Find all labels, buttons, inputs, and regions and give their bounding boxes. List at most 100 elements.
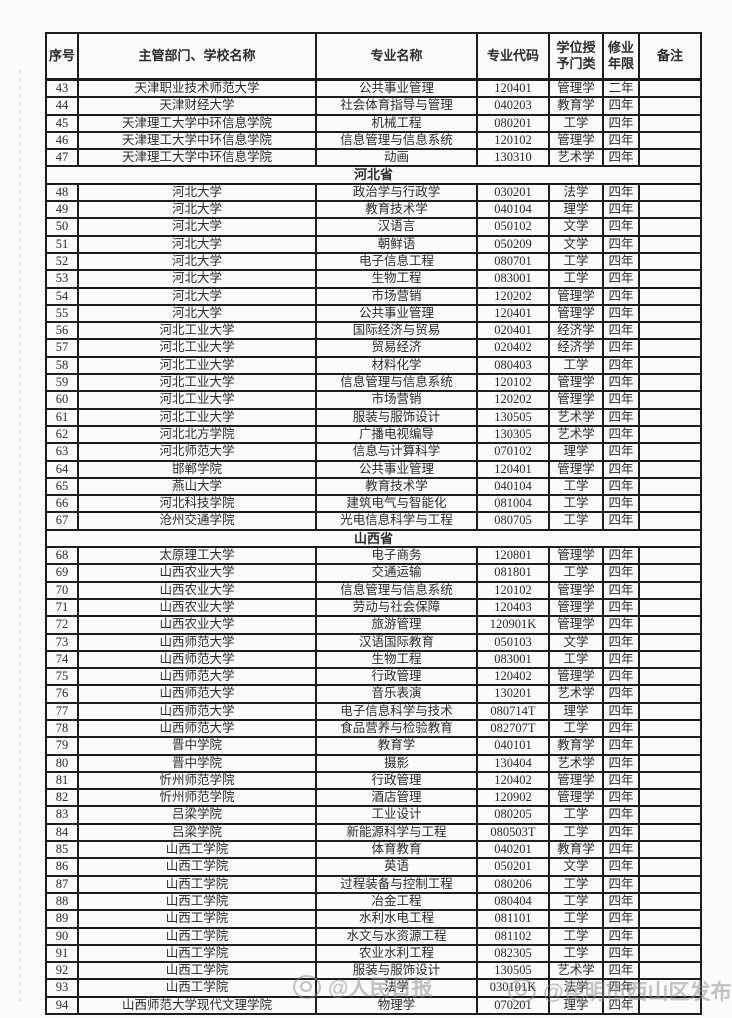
cell-degree: 工学: [548, 355, 604, 376]
column-header-school: 主管部门、学校名称: [77, 32, 317, 81]
cell-no: 76: [45, 684, 79, 704]
cell-years: 四年: [602, 217, 640, 237]
cell-degree: 工学: [548, 649, 604, 670]
cell-school: 河北大学: [77, 303, 317, 324]
cell-school: 河北大学: [77, 217, 317, 237]
cell-major: 食品营养与检验教育: [315, 718, 478, 739]
cell-major: 新能源科学与工程: [315, 822, 478, 843]
cell-code: 130505: [476, 961, 550, 981]
cell-note: [638, 476, 702, 497]
cell-years: 二年: [602, 78, 640, 99]
cell-code: 120102: [476, 373, 550, 393]
cell-school: 河北工业大学: [77, 390, 317, 410]
cell-major: 信息管理与信息系统: [315, 580, 478, 600]
cell-major: 交通运输: [315, 563, 478, 583]
cell-no: 66: [45, 494, 79, 514]
cell-code: 082305: [476, 943, 550, 964]
cell-major: 音乐表演: [315, 684, 478, 704]
cell-code: 080201: [476, 113, 550, 133]
cell-major: 公共事业管理: [315, 78, 478, 99]
cell-code: 083001: [476, 649, 550, 670]
cell-code: 050209: [476, 234, 550, 254]
cell-note: [638, 597, 702, 618]
scan-artifact-line: [19, 70, 21, 1005]
cell-school: 山西工学院: [77, 840, 317, 860]
cell-major: 行政管理: [315, 770, 478, 791]
cell-degree: 管理学: [548, 130, 604, 151]
table-row: 85 山西工学院 体育教育 040201 教育学 四年: [45, 840, 702, 860]
cell-code: 130201: [476, 684, 550, 704]
majors-table: 序号 主管部门、学校名称 专业名称 专业代码 学位授 予门类 修业 年限 备注 43 天津职业…: [45, 32, 702, 1016]
cell-no: 80: [45, 753, 79, 773]
cell-years: 四年: [602, 251, 640, 272]
weibo-icon-eye: [515, 985, 527, 996]
table-row: 84 吕梁学院 新能源科学与工程 080503T 工学 四年: [45, 822, 702, 843]
cell-note: [638, 632, 702, 652]
cell-school: 河北科技学院: [77, 494, 317, 514]
cell-no: 73: [45, 632, 79, 652]
table-header: 序号 主管部门、学校名称 专业名称 专业代码 学位授 予门类 修业 年限 备注: [45, 32, 702, 81]
cell-note: [638, 200, 702, 220]
cell-degree: 艺术学: [548, 148, 604, 168]
cell-note: [638, 649, 702, 670]
cell-major: 教育学: [315, 736, 478, 756]
cell-years: 四年: [602, 891, 640, 912]
cell-degree: 管理学: [548, 286, 604, 306]
table-row: 49 河北大学 教育技术学 040104 理学 四年: [45, 200, 702, 220]
cell-major: 市场营销: [315, 390, 478, 410]
cell-major: 工业设计: [315, 805, 478, 825]
weibo-icon-eye: [300, 981, 312, 992]
cell-major: 电子商务: [315, 545, 478, 566]
cell-no: 82: [45, 788, 79, 808]
cell-school: 天津理工大学中环信息学院: [77, 148, 317, 168]
cell-major: 水文与水资源工程: [315, 926, 478, 946]
cell-school: 山西工学院: [77, 891, 317, 912]
cell-degree: 管理学: [548, 545, 604, 566]
table-row: 91 山西工学院 农业水利工程 082305 工学 四年: [45, 943, 702, 964]
cell-major: 电子信息科学与技术: [315, 701, 478, 722]
cell-school: 山西师范大学: [77, 632, 317, 652]
cell-degree: 文学: [548, 234, 604, 254]
cell-major: 体育教育: [315, 840, 478, 860]
cell-degree: 工学: [548, 113, 604, 133]
cell-years: 四年: [602, 632, 640, 652]
table-row: 63 河北师范大学 信息与计算科学 070102 理学 四年: [45, 442, 702, 462]
cell-years: 四年: [602, 736, 640, 756]
cell-school: 沧州交通学院: [77, 511, 317, 531]
cell-years: 四年: [602, 200, 640, 220]
cell-code: 120801: [476, 545, 550, 566]
section-header-row: 河北省: [45, 165, 702, 185]
table-row: 45 天津理工大学中环信息学院 机械工程 080201 工学 四年: [45, 113, 702, 133]
table-row: 53 河北大学 生物工程 083001 工学 四年: [45, 269, 702, 289]
table-row: 81 忻州师范学院 行政管理 120402 管理学 四年: [45, 770, 702, 791]
cell-no: 68: [45, 545, 79, 566]
table-row: 62 河北北方学院 广播电视编导 130305 艺术学 四年: [45, 424, 702, 445]
table-row: 87 山西工学院 过程装备与控制工程 080206 工学 四年: [45, 874, 702, 894]
cell-years: 四年: [602, 770, 640, 791]
cell-degree: 经济学: [548, 321, 604, 341]
cell-major: 动画: [315, 148, 478, 168]
cell-no: 77: [45, 701, 79, 722]
cell-school: 山西师范大学: [77, 649, 317, 670]
cell-no: 84: [45, 822, 79, 843]
cell-no: 54: [45, 286, 79, 306]
table-row: 59 河北工业大学 信息管理与信息系统 120102 管理学 四年: [45, 373, 702, 393]
cell-no: 44: [45, 96, 79, 116]
cell-years: 四年: [602, 805, 640, 825]
table-row: 43 天津职业技术师范大学 公共事业管理 120401 管理学 二年: [45, 78, 702, 99]
table-row: 54 河北大学 市场营销 120202 管理学 四年: [45, 286, 702, 306]
cell-major: 广播电视编导: [315, 424, 478, 445]
cell-degree: 管理学: [548, 667, 604, 687]
cell-degree: 理学: [548, 442, 604, 462]
cell-note: [638, 615, 702, 635]
cell-degree: 艺术学: [548, 753, 604, 773]
cell-school: 山西师范大学: [77, 701, 317, 722]
table-row: 67 沧州交通学院 光电信息科学与工程 080705 工学 四年: [45, 511, 702, 531]
cell-code: 083001: [476, 269, 550, 289]
cell-note: [638, 753, 702, 773]
cell-school: 山西师范大学: [77, 667, 317, 687]
table-row: 64 邯郸学院 公共事业管理 120401 管理学 四年: [45, 459, 702, 479]
cell-code: 080714T: [476, 701, 550, 722]
cell-degree: 工学: [548, 563, 604, 583]
cell-note: [638, 909, 702, 929]
